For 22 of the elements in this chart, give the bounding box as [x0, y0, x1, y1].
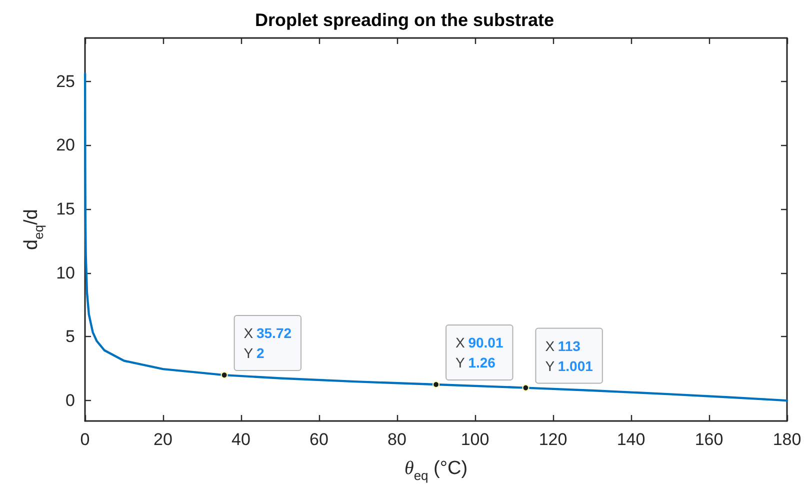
annotation: X 90.01 Y 1.26 — [456, 334, 504, 370]
x-tick-label: 60 — [310, 430, 328, 449]
y-tick-label: 20 — [56, 136, 75, 155]
x-tick-label: 120 — [538, 430, 568, 449]
y-tick-label: 15 — [56, 200, 75, 219]
x-tick-label: 80 — [388, 430, 406, 449]
y-tick-label: 25 — [56, 72, 75, 91]
y-tick-label: 5 — [66, 327, 75, 346]
chart-title: Droplet spreading on the substrate — [254, 10, 554, 30]
x-tick-label: 180 — [772, 430, 802, 449]
x-tick-label: 100 — [460, 430, 490, 449]
x-tick-label: 0 — [80, 430, 90, 449]
annotation: X 35.72 Y 2 — [244, 325, 292, 362]
x-tick-label: 140 — [616, 430, 646, 449]
x-tick-label: 20 — [154, 430, 172, 449]
y-tick-label: 0 — [66, 391, 75, 410]
y-axis-title: deq/d — [21, 209, 46, 250]
annotation: X 113 Y 1.001 — [545, 338, 594, 374]
line-series — [84, 72, 788, 402]
x-tick-label: 40 — [232, 430, 250, 449]
x-tick-label: 160 — [694, 430, 724, 449]
y-tick-label: 10 — [56, 263, 75, 282]
